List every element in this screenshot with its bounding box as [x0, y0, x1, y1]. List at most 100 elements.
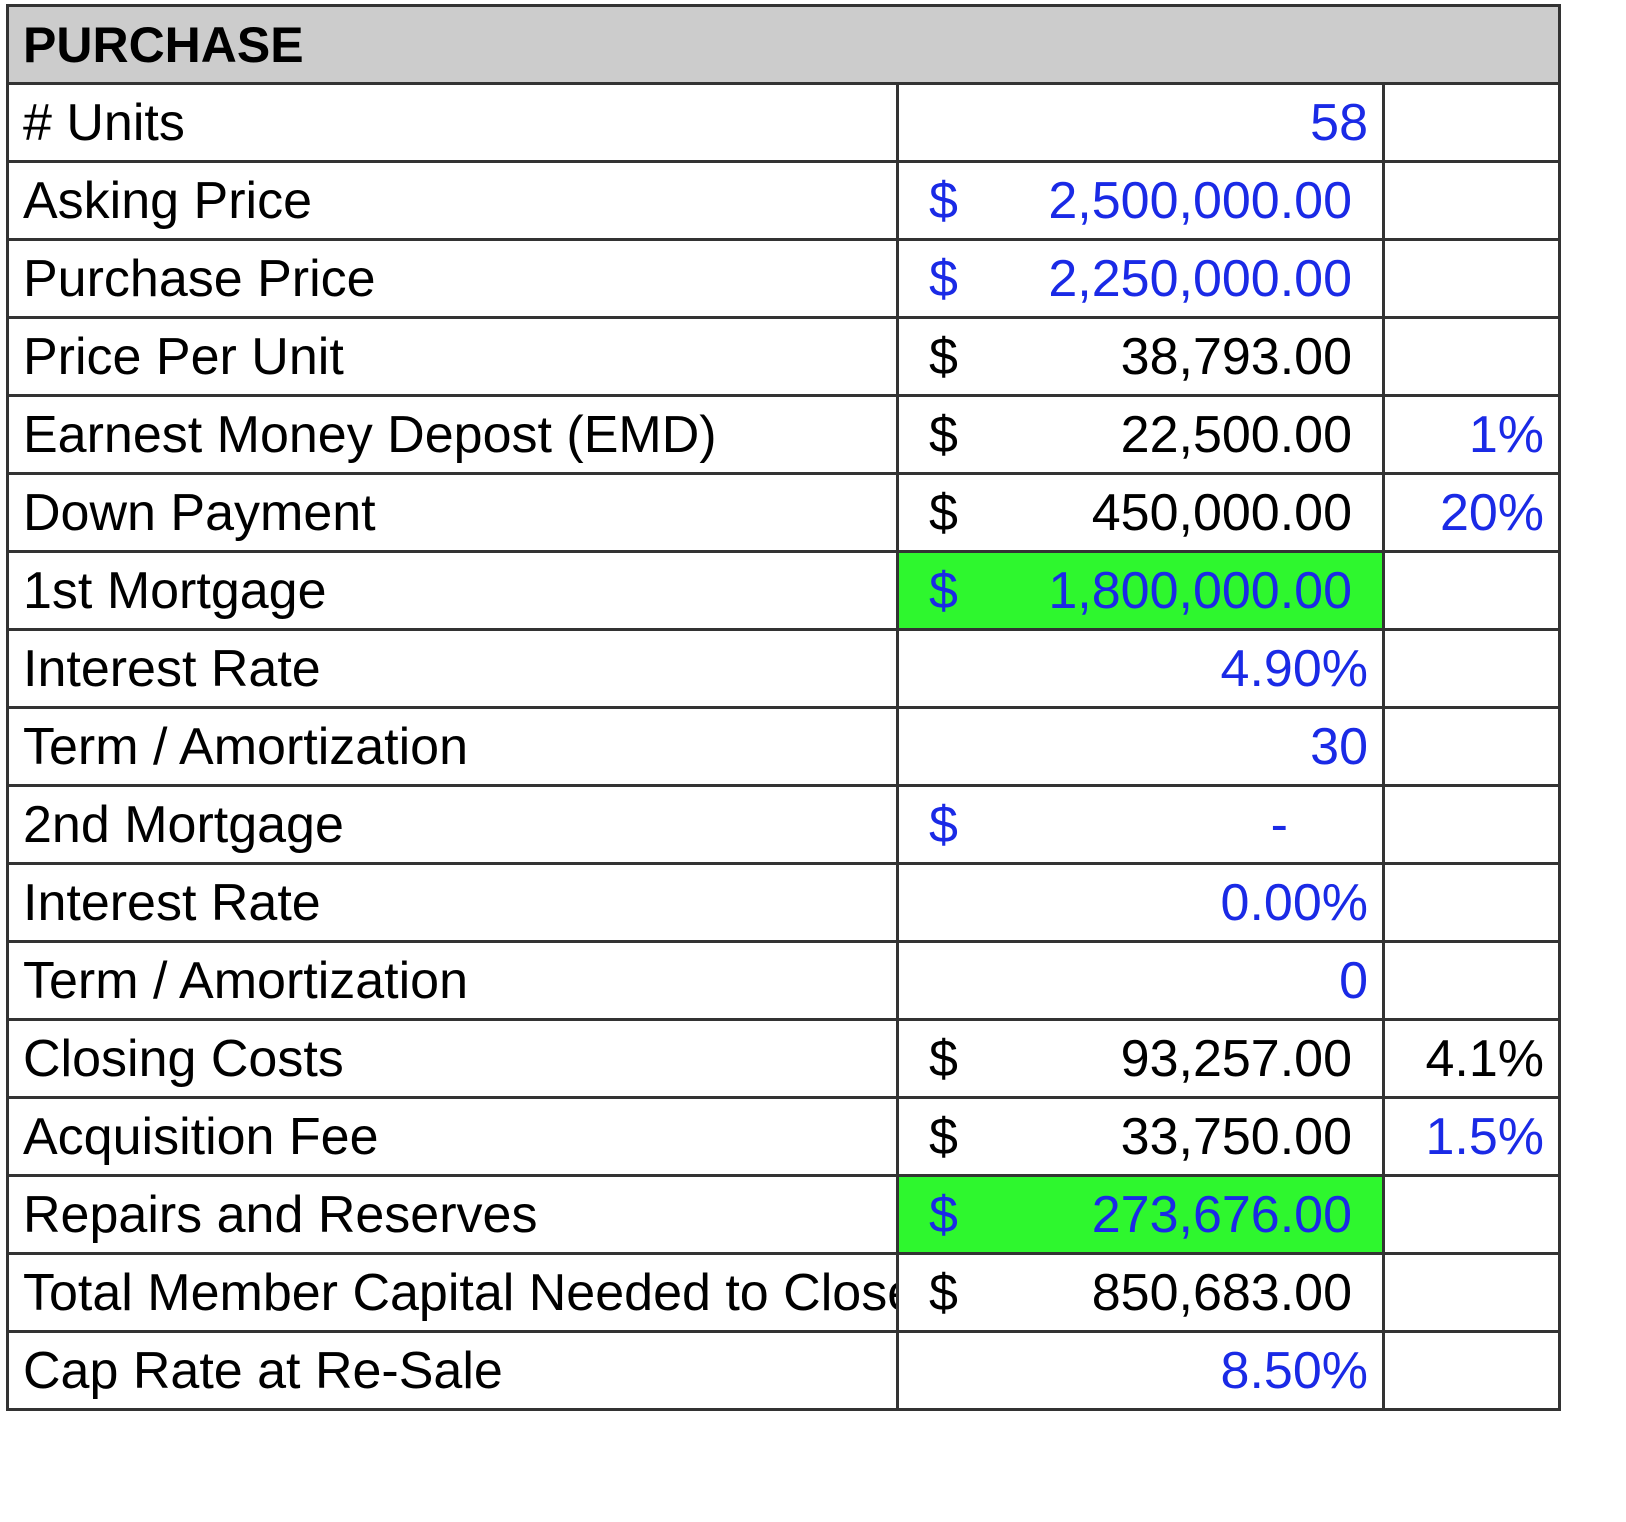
table-row: Price Per Unit $38,793.00	[6, 316, 1562, 397]
value-cell[interactable]: 58	[896, 82, 1385, 163]
table-row: Total Member Capital Needed to Close $850…	[6, 1252, 1562, 1333]
currency-symbol: $	[929, 249, 958, 308]
table-row: Term / Amortization 30	[6, 706, 1562, 787]
currency-symbol: $	[929, 171, 958, 230]
percent-cell[interactable]	[1381, 940, 1562, 1021]
value-cell[interactable]: $2,500,000.00	[896, 160, 1385, 241]
row-label: Price Per Unit	[6, 316, 899, 397]
table-row: Repairs and Reserves $273,676.00	[6, 1174, 1562, 1255]
row-label: Closing Costs	[6, 1018, 899, 1099]
cell-value: 38,793.00	[1120, 327, 1352, 386]
table-row: Closing Costs $93,257.00 4.1%	[6, 1018, 1562, 1099]
row-label: Earnest Money Depost (EMD)	[6, 394, 899, 475]
row-label: Term / Amortization	[6, 706, 899, 787]
currency-symbol: $	[929, 327, 958, 386]
value-cell[interactable]: 30	[896, 706, 1385, 787]
currency-symbol: $	[929, 1029, 958, 1088]
cell-value: 93,257.00	[1120, 1029, 1352, 1088]
cell-value: 22,500.00	[1120, 405, 1352, 464]
row-label: Cap Rate at Re-Sale	[6, 1330, 899, 1411]
cell-value: 0	[1339, 951, 1368, 1010]
value-cell[interactable]: $850,683.00	[896, 1252, 1385, 1333]
value-cell[interactable]: 4.90%	[896, 628, 1385, 709]
row-label: Interest Rate	[6, 628, 899, 709]
value-cell[interactable]: $33,750.00	[896, 1096, 1385, 1177]
cell-value: 8.50%	[1220, 1341, 1368, 1400]
table-row: 1st Mortgage $1,800,000.00	[6, 550, 1562, 631]
percent-cell[interactable]	[1381, 862, 1562, 943]
cell-value: 1,800,000.00	[1048, 561, 1352, 620]
currency-symbol: $	[929, 561, 958, 620]
currency-symbol: $	[929, 1107, 958, 1166]
currency-symbol: $	[929, 795, 958, 854]
percent-cell[interactable]: 4.1%	[1381, 1018, 1562, 1099]
value-cell[interactable]: 0	[896, 940, 1385, 1021]
value-cell[interactable]: 8.50%	[896, 1330, 1385, 1411]
row-label: 2nd Mortgage	[6, 784, 899, 865]
row-label: Total Member Capital Needed to Close	[6, 1252, 899, 1333]
table-row: Cap Rate at Re-Sale 8.50%	[6, 1330, 1562, 1411]
cell-value: 58	[1310, 93, 1368, 152]
header-row: PURCHASE	[5, 4, 1562, 85]
table-row: Down Payment $450,000.00 20%	[6, 472, 1562, 553]
currency-symbol: $	[929, 1263, 958, 1322]
row-label: # Units	[6, 82, 899, 163]
percent-cell[interactable]	[1381, 706, 1562, 787]
percent-cell[interactable]: 1.5%	[1381, 1096, 1562, 1177]
row-label: Repairs and Reserves	[6, 1174, 899, 1255]
cell-value: 30	[1310, 717, 1368, 776]
section-title: PURCHASE	[5, 4, 1562, 85]
cell-value: -	[1270, 795, 1288, 854]
percent-cell[interactable]	[1381, 1252, 1562, 1333]
cell-value: 850,683.00	[1091, 1263, 1352, 1322]
rows: # Units 58 Asking Price $2,500,000.00 Purcha…	[6, 82, 1562, 1411]
percent-cell[interactable]	[1381, 160, 1562, 241]
row-label: Purchase Price	[6, 238, 899, 319]
row-label: Asking Price	[6, 160, 899, 241]
value-cell[interactable]: $273,676.00	[896, 1174, 1385, 1255]
value-cell[interactable]: 0.00%	[896, 862, 1385, 943]
cell-value: 33,750.00	[1120, 1107, 1352, 1166]
percent-cell[interactable]	[1381, 550, 1562, 631]
cell-value: 0.00%	[1220, 873, 1368, 932]
purchase-table: PURCHASE # Units 58 Asking Price $2,500,000…	[5, 4, 1562, 1411]
cell-value: 2,250,000.00	[1048, 249, 1352, 308]
percent-cell[interactable]: 20%	[1381, 472, 1562, 553]
table-row: Term / Amortization 0	[6, 940, 1562, 1021]
value-cell[interactable]: $2,250,000.00	[896, 238, 1385, 319]
cell-value: 2,500,000.00	[1048, 171, 1352, 230]
table-row: 2nd Mortgage $ -	[6, 784, 1562, 865]
currency-symbol: $	[929, 405, 958, 464]
cell-value: 273,676.00	[1091, 1185, 1352, 1244]
percent-cell[interactable]	[1381, 82, 1562, 163]
value-cell[interactable]: $38,793.00	[896, 316, 1385, 397]
currency-symbol: $	[929, 1185, 958, 1244]
cell-value: 4.90%	[1220, 639, 1368, 698]
row-label: Term / Amortization	[6, 940, 899, 1021]
value-cell[interactable]: $22,500.00	[896, 394, 1385, 475]
value-cell[interactable]: $ -	[896, 784, 1385, 865]
cell-value: 450,000.00	[1091, 483, 1352, 542]
table-row: # Units 58	[6, 82, 1562, 163]
percent-cell[interactable]	[1381, 316, 1562, 397]
table-row: Asking Price $2,500,000.00	[6, 160, 1562, 241]
table-row: Interest Rate 4.90%	[6, 628, 1562, 709]
currency-symbol: $	[929, 483, 958, 542]
percent-cell[interactable]	[1381, 1330, 1562, 1411]
value-cell[interactable]: $93,257.00	[896, 1018, 1385, 1099]
percent-cell[interactable]	[1381, 628, 1562, 709]
row-label: Down Payment	[6, 472, 899, 553]
percent-cell[interactable]	[1381, 1174, 1562, 1255]
percent-cell[interactable]	[1381, 784, 1562, 865]
table-row: Acquisition Fee $33,750.00 1.5%	[6, 1096, 1562, 1177]
value-cell[interactable]: $450,000.00	[896, 472, 1385, 553]
value-cell[interactable]: $1,800,000.00	[896, 550, 1385, 631]
table-row: Purchase Price $2,250,000.00	[6, 238, 1562, 319]
table-row: Earnest Money Depost (EMD) $22,500.00 1%	[6, 394, 1562, 475]
table-row: Interest Rate 0.00%	[6, 862, 1562, 943]
percent-cell[interactable]	[1381, 238, 1562, 319]
row-label: 1st Mortgage	[6, 550, 899, 631]
percent-cell[interactable]: 1%	[1381, 394, 1562, 475]
row-label: Interest Rate	[6, 862, 899, 943]
row-label: Acquisition Fee	[6, 1096, 899, 1177]
